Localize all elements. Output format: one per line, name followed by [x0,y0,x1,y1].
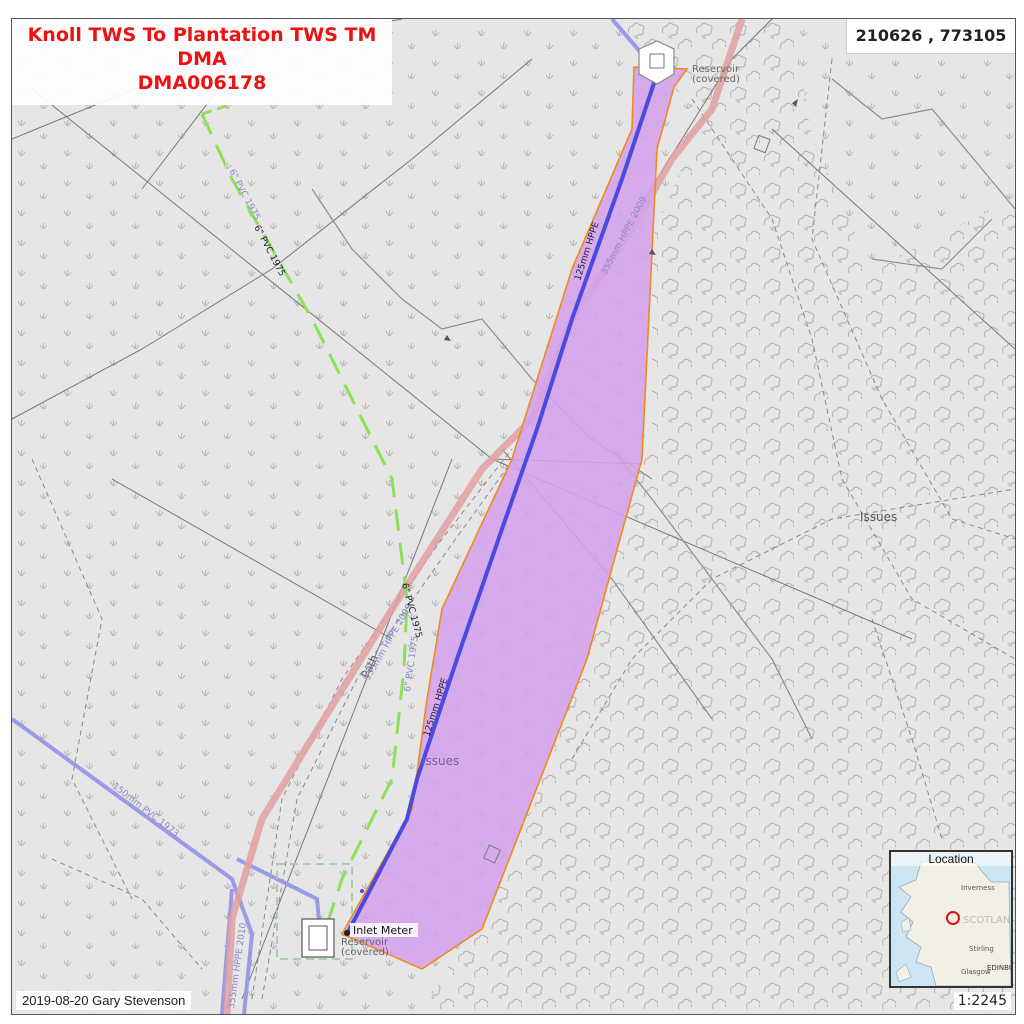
reservoir-bottom-label-1: Reservoir [341,937,389,948]
reservoir-top-label-2: (covered) [692,74,740,85]
map-canvas[interactable]: Reservoir (covered) Reservoir (covered) … [12,19,1015,1014]
location-marker [946,911,960,925]
location-inset-map[interactable]: Inverness SCOTLAND Stirling Glasgow EDIN… [889,850,1013,988]
streams [311,78,1015,740]
reservoir-bottom-symbol[interactable] [301,918,335,958]
inset-place-scotland: SCOTLAND [963,915,1011,926]
scale-label: 1:2245 [953,992,1011,1010]
issues-label-center: Issues [422,754,459,768]
inlet-meter-label-bg [350,923,418,937]
reservoir-bottom-inner [308,925,328,951]
inlet-meter-label: Inlet Meter [353,924,413,937]
flow-arrow-2 [649,249,656,255]
main-pipe-125mm[interactable] [345,73,659,935]
reservoir-bottom-label-2: (covered) [341,947,389,958]
inset-title: Location [891,852,1011,866]
coordinate-readout: 210626 , 773105 [846,19,1015,54]
reservoir-top-label-1: Reservoir [692,64,740,75]
pvc-6in-branch [201,102,233,116]
inset-svg: Inverness SCOTLAND Stirling Glasgow EDIN… [891,852,1011,986]
map-title: Knoll TWS To Plantation TWS TM [27,24,377,46]
site-boundary [276,863,353,960]
credit-label: 2019-08-20 Gary Stevenson [16,991,192,1010]
flow-arrow-1 [792,99,798,107]
map-subtitle-dma: DMA [177,48,227,70]
flow-arrow-3 [444,335,451,341]
inset-place-edinburgh: EDINBU [987,964,1011,972]
inset-island [895,963,912,983]
dashed-tracks [31,58,1015,1000]
issues-label-right: Issues [860,510,897,524]
marsh-area-northeast [792,19,1015,269]
inset-place-inverness: Inverness [961,884,995,892]
map-frame[interactable]: Reservoir (covered) Reservoir (covered) … [11,18,1016,1015]
map-title-box: Knoll TWS To Plantation TWS TM DMA DMA00… [12,19,392,105]
pvc-6in-main [200,113,409,940]
reservoir-top-inner [649,53,665,69]
inset-place-stirling: Stirling [969,945,994,953]
map-dma-id: DMA006178 [137,72,267,94]
inlet-meter-point[interactable] [344,930,350,936]
inset-land [898,856,1011,986]
woodland-area [422,19,1015,1014]
small-building [753,134,771,154]
inset-place-glasgow: Glasgow [961,968,991,976]
small-building-2 [482,844,502,864]
pipe-node [360,889,364,893]
inset-island-2 [900,917,912,933]
